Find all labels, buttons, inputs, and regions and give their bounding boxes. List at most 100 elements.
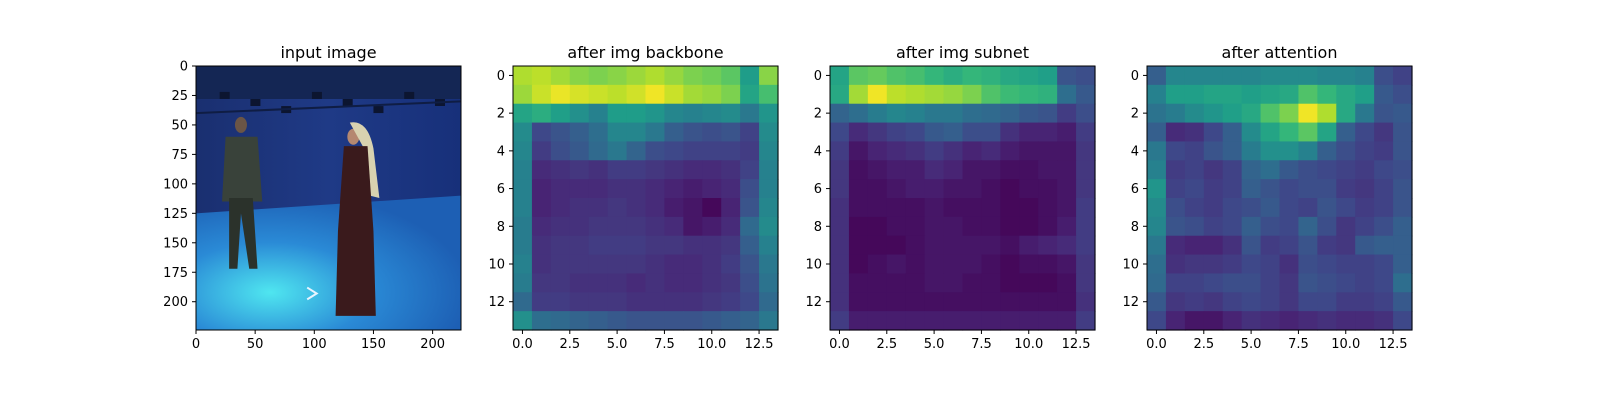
heatmap-cell	[721, 122, 741, 143]
heatmap-cell	[848, 235, 869, 256]
heatmap-cell	[1222, 66, 1243, 86]
heatmap-cell	[943, 216, 964, 237]
heatmap-cell	[848, 179, 869, 199]
x-tick-label: 0.0	[512, 337, 533, 352]
heatmap-cell	[1038, 179, 1058, 199]
y-tick-label: 4	[497, 144, 505, 159]
heatmap-cell	[905, 122, 926, 143]
heatmap-cell	[607, 235, 628, 256]
heatmap-cell	[867, 311, 888, 331]
heatmap-cell	[1184, 292, 1205, 312]
heatmap-cell	[740, 254, 760, 275]
heatmap-cell	[1203, 292, 1224, 312]
x-tick-label: 12.5	[745, 337, 774, 352]
heatmap-cell	[848, 122, 869, 143]
heatmap-cell	[664, 254, 684, 275]
heatmap-cell	[943, 311, 964, 331]
heatmap-cell	[905, 254, 926, 275]
heatmap-cell	[1222, 84, 1243, 105]
panel-title: input image	[280, 43, 376, 62]
heatmap-cell	[1222, 235, 1243, 256]
heatmap-cell	[759, 160, 779, 180]
heatmap-cell	[1057, 254, 1077, 275]
heatmap-cell	[830, 198, 850, 218]
heatmap-cell	[683, 84, 703, 105]
heatmap-cell	[962, 122, 983, 143]
heatmap-cell	[943, 141, 964, 161]
heatmap-cell	[1355, 179, 1375, 199]
heatmap-cell	[607, 311, 628, 331]
heatmap-cell	[740, 122, 760, 143]
heatmap-cell	[867, 235, 888, 256]
heatmap-cell	[1317, 273, 1337, 293]
heatmap-cell	[721, 103, 741, 124]
heatmap-cell	[1165, 160, 1186, 180]
x-tick-label: 10.0	[697, 337, 726, 352]
heatmap-cell	[1222, 103, 1243, 124]
heatmap-cell	[1147, 292, 1167, 312]
heatmap-cell	[664, 160, 684, 180]
heatmap-cell	[830, 235, 850, 256]
heatmap-cell	[905, 216, 926, 237]
heatmap-cell	[1336, 122, 1356, 143]
heatmap-cell	[1203, 198, 1224, 218]
axes-frame	[512, 65, 779, 331]
heatmap-cell	[943, 84, 964, 105]
heatmap-cell	[664, 141, 684, 161]
heatmap-cell	[1374, 66, 1394, 86]
heatmap-cell	[1000, 141, 1020, 161]
y-tick-label: 8	[814, 220, 822, 235]
heatmap-cell	[1038, 273, 1058, 293]
x-tick-label: 0.0	[829, 337, 850, 352]
heatmap-cell	[1355, 311, 1375, 331]
heatmap-cell	[867, 66, 888, 86]
heatmap-cell	[607, 122, 628, 143]
heatmap-cell	[645, 66, 666, 86]
studio-floor	[196, 195, 461, 330]
heatmap-cell	[924, 122, 945, 143]
heatmap-cell	[886, 160, 907, 180]
heatmap-cell	[962, 273, 983, 293]
heatmap-cell	[1203, 66, 1224, 86]
heatmap-cell	[1203, 141, 1224, 161]
heatmap-cell	[1374, 292, 1394, 312]
heatmap-cell	[740, 198, 760, 218]
heatmap-cell	[924, 216, 945, 237]
heatmap-cell	[588, 160, 609, 180]
heatmap-cell	[981, 160, 1001, 180]
heatmap-cell	[1147, 254, 1167, 275]
heatmap-cell	[645, 311, 666, 331]
heatmap-cell	[740, 216, 760, 237]
heatmap-cell	[1057, 179, 1077, 199]
x-tick-label: 5.0	[924, 337, 945, 352]
heatmap-cell	[1393, 235, 1413, 256]
heatmap-cell	[1184, 122, 1205, 143]
heatmap-cell	[1317, 66, 1337, 86]
heatmap-cell	[550, 122, 571, 143]
heatmap-cell	[1317, 311, 1337, 331]
heatmap-cell	[886, 141, 907, 161]
heatmap-cell	[1057, 273, 1077, 293]
heatmap-cell	[1165, 179, 1186, 199]
heatmap-cell	[981, 103, 1001, 124]
y-tick-label: 0	[497, 69, 505, 84]
heatmap-cell	[740, 273, 760, 293]
heatmap-cell	[683, 160, 703, 180]
y-tick-label: 50	[171, 118, 188, 133]
heatmap-cell	[1165, 66, 1186, 86]
heatmap-cell	[1184, 198, 1205, 218]
heatmap-cell	[924, 311, 945, 331]
x-tick-label: 2.5	[876, 337, 897, 352]
heatmap-cell	[981, 235, 1001, 256]
heatmap-cell	[740, 66, 760, 86]
heatmap-cell	[702, 273, 722, 293]
heatmap-cell	[1222, 311, 1243, 331]
heatmap-cell	[1355, 198, 1375, 218]
heatmap-cell	[1393, 292, 1413, 312]
y-tick-label: 10	[1122, 258, 1139, 273]
heatmap-cell	[943, 103, 964, 124]
heatmap-cell	[1317, 216, 1337, 237]
heatmap-cell	[683, 141, 703, 161]
heatmap-cell	[721, 311, 741, 331]
heatmap-cell	[1336, 235, 1356, 256]
